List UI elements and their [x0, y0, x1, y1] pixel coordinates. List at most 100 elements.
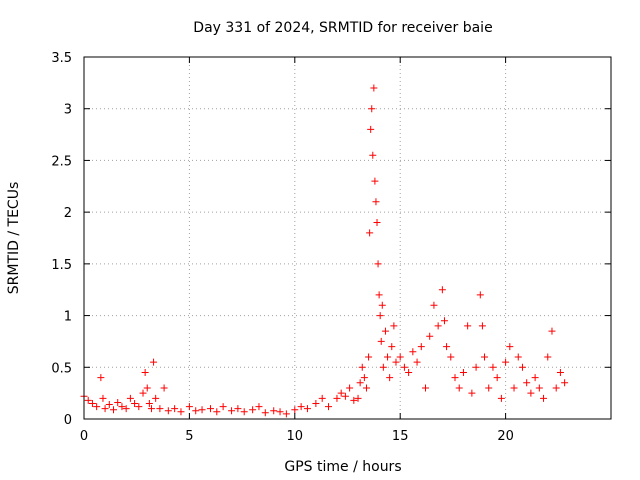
data-point — [110, 406, 118, 414]
data-point — [362, 384, 370, 392]
data-point — [219, 403, 227, 411]
data-point — [297, 403, 305, 411]
data-point — [485, 384, 493, 392]
data-point — [409, 348, 417, 356]
data-point — [544, 353, 552, 361]
data-point — [164, 407, 172, 415]
x-tick-label: 5 — [185, 429, 193, 444]
data-point — [447, 353, 455, 361]
data-point — [346, 384, 354, 392]
y-tick-label: 1 — [64, 310, 72, 325]
data-point — [171, 405, 179, 413]
data-point — [493, 374, 501, 382]
y-tick-label: 2 — [64, 206, 72, 221]
data-point — [213, 408, 221, 416]
data-point — [497, 394, 505, 402]
data-point — [426, 332, 434, 340]
data-point — [206, 405, 214, 413]
data-point — [373, 218, 381, 226]
data-point — [177, 408, 185, 416]
data-point — [255, 403, 263, 411]
x-axis-label: GPS time / hours — [284, 459, 401, 475]
data-point — [476, 291, 484, 299]
data-point — [561, 379, 569, 387]
data-point — [430, 301, 438, 309]
data-points — [80, 84, 569, 418]
data-point — [312, 399, 320, 407]
data-point — [240, 408, 248, 416]
data-point — [126, 394, 134, 402]
data-point — [531, 374, 539, 382]
x-tick-label: 20 — [497, 429, 514, 444]
data-point — [97, 374, 105, 382]
data-point — [341, 392, 349, 400]
data-point — [376, 312, 384, 320]
data-point — [523, 379, 531, 387]
data-point — [358, 363, 366, 371]
data-point — [472, 363, 480, 371]
data-point — [459, 368, 467, 376]
data-point — [276, 408, 284, 416]
data-point — [390, 322, 398, 330]
data-point — [114, 398, 122, 406]
x-tick-label: 0 — [80, 429, 88, 444]
data-point — [325, 403, 333, 411]
data-point — [481, 353, 489, 361]
data-point — [160, 384, 168, 392]
data-point — [88, 399, 96, 407]
chart-title: Day 331 of 2024, SRMTID for receiver bai… — [193, 20, 492, 36]
data-point — [518, 363, 526, 371]
data-point — [105, 401, 113, 409]
data-point — [434, 322, 442, 330]
data-point — [185, 403, 193, 411]
data-point — [421, 384, 429, 392]
data-point — [374, 260, 382, 268]
x-tick-label: 10 — [287, 429, 304, 444]
y-axis-label: SRMTID / TECUs — [6, 182, 22, 295]
data-point — [413, 358, 421, 366]
data-point — [318, 394, 326, 402]
data-point — [337, 389, 345, 397]
data-point — [198, 406, 206, 414]
data-point — [438, 286, 446, 294]
data-point — [388, 343, 396, 351]
data-point — [375, 291, 383, 299]
data-point — [502, 358, 510, 366]
data-point — [540, 394, 548, 402]
data-point — [365, 353, 373, 361]
data-point — [417, 343, 425, 351]
data-point — [489, 363, 497, 371]
data-point — [360, 374, 368, 382]
data-point — [440, 317, 448, 325]
data-point — [510, 384, 518, 392]
data-point — [556, 368, 564, 376]
y-tick-label: 2.5 — [51, 154, 72, 169]
data-point — [527, 389, 535, 397]
data-point — [381, 327, 389, 335]
data-point — [141, 368, 149, 376]
grid-lines — [84, 57, 611, 419]
data-point — [451, 374, 459, 382]
data-point — [152, 394, 160, 402]
data-point — [506, 343, 514, 351]
data-point — [139, 389, 147, 397]
data-point — [378, 301, 386, 309]
data-point — [156, 405, 164, 413]
data-point — [392, 358, 400, 366]
data-point — [396, 353, 404, 361]
data-point — [99, 394, 107, 402]
data-point — [93, 403, 101, 411]
data-point — [145, 399, 153, 407]
data-point — [371, 177, 379, 185]
data-point — [333, 394, 341, 402]
data-point — [372, 198, 380, 206]
data-point — [303, 405, 311, 413]
data-point — [514, 353, 522, 361]
data-point — [147, 405, 155, 413]
y-tick-label: 0 — [64, 413, 72, 428]
data-point — [249, 406, 257, 414]
data-point — [552, 384, 560, 392]
data-point — [101, 405, 109, 413]
data-point — [535, 384, 543, 392]
data-point — [192, 407, 200, 415]
